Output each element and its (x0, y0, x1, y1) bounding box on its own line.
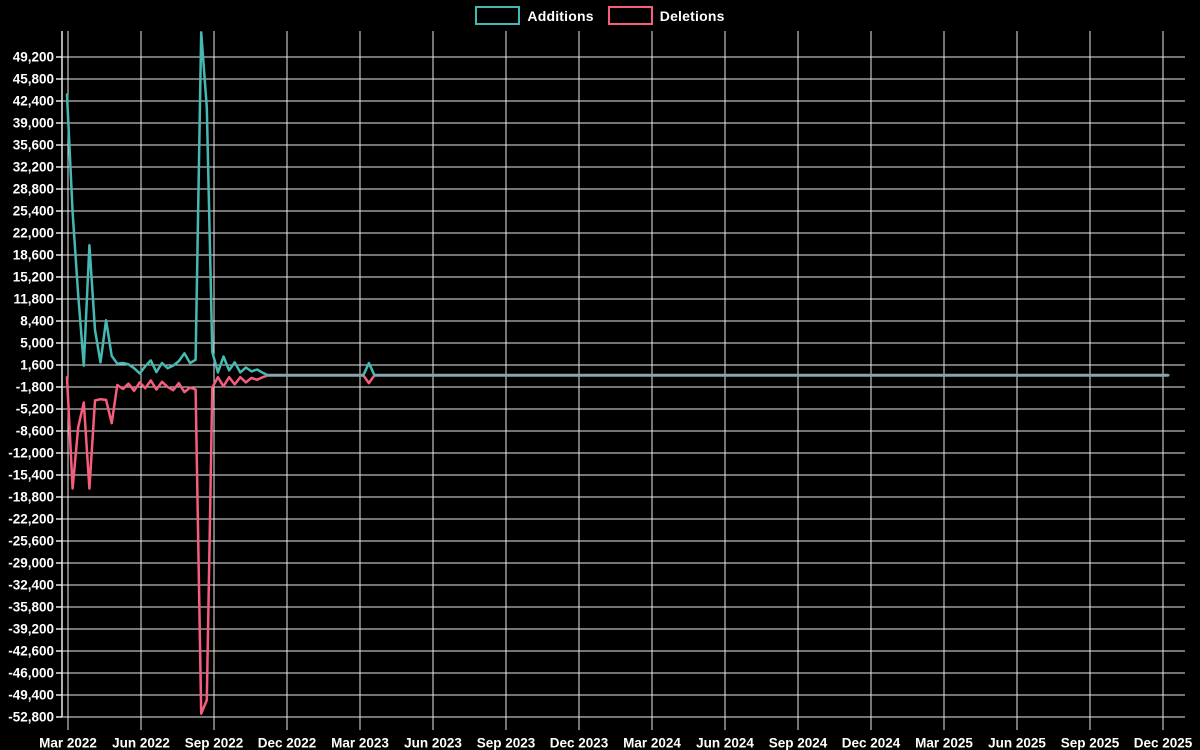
y-tick-label: -15,400 (8, 468, 54, 483)
y-tick-label: 11,800 (13, 292, 54, 307)
x-tick-label: Dec 2023 (550, 736, 609, 750)
y-tick-label: -32,400 (8, 578, 54, 593)
y-tick-label: -52,800 (8, 710, 54, 725)
y-tick-label: -18,800 (8, 490, 54, 505)
x-tick-label: Dec 2025 (1134, 736, 1193, 750)
y-tick-label: -42,600 (8, 644, 54, 659)
x-tick-label: Dec 2024 (842, 736, 901, 750)
y-tick-label: 25,400 (13, 204, 54, 219)
y-tick-label: -1,800 (16, 380, 54, 395)
deletions-line (65, 374, 1170, 715)
x-tick-label: Sep 2025 (1061, 736, 1120, 750)
additions-line (65, 31, 1170, 377)
y-tick-label: 35,600 (13, 138, 54, 153)
y-tick-label: 22,000 (13, 226, 54, 241)
legend: Additions Deletions (0, 6, 1200, 25)
legend-label-additions: Additions (527, 7, 594, 24)
y-tick-label: -12,000 (8, 446, 54, 461)
y-tick-label: 39,000 (13, 116, 54, 131)
x-tick-label: Sep 2024 (769, 736, 828, 750)
y-tick-label: 42,400 (13, 94, 54, 109)
legend-label-deletions: Deletions (659, 7, 725, 24)
y-tick-label: 18,600 (13, 248, 54, 263)
legend-item-additions[interactable]: Additions (475, 6, 594, 25)
x-tick-label: Sep 2023 (477, 736, 536, 750)
x-tick-label: Mar 2024 (623, 736, 681, 750)
x-tick-label: Mar 2022 (39, 736, 97, 750)
y-tick-label: 45,800 (13, 72, 54, 87)
y-tick-label: 1,600 (20, 358, 54, 373)
x-tick-label: Dec 2022 (258, 736, 317, 750)
additions-swatch-icon (475, 6, 521, 25)
y-tick-label: -39,200 (8, 622, 54, 637)
x-tick-label: Jun 2024 (696, 736, 754, 750)
y-tick-label: 5,000 (20, 336, 54, 351)
y-tick-label: -49,400 (8, 688, 54, 703)
y-tick-label: -5,200 (16, 402, 54, 417)
y-tick-label: 28,800 (13, 182, 54, 197)
y-tick-label: -46,000 (8, 666, 54, 681)
y-tick-label: 49,200 (13, 50, 54, 65)
y-tick-label: -25,600 (8, 534, 54, 549)
y-tick-label: -35,800 (8, 600, 54, 615)
y-tick-label: -22,200 (8, 512, 54, 527)
x-tick-label: Jun 2022 (112, 736, 170, 750)
x-tick-label: Jun 2023 (404, 736, 462, 750)
y-tick-label: 15,200 (13, 270, 54, 285)
x-tick-label: Jun 2025 (988, 736, 1046, 750)
deletions-swatch-icon (607, 6, 653, 25)
y-tick-label: 32,200 (13, 160, 54, 175)
x-tick-label: Sep 2022 (185, 736, 244, 750)
y-tick-label: -8,600 (16, 424, 54, 439)
legend-item-deletions[interactable]: Deletions (607, 6, 725, 25)
x-tick-label: Mar 2025 (915, 736, 973, 750)
y-tick-label: -29,000 (8, 556, 54, 571)
y-tick-label: 8,400 (20, 314, 54, 329)
x-tick-label: Mar 2023 (331, 736, 389, 750)
